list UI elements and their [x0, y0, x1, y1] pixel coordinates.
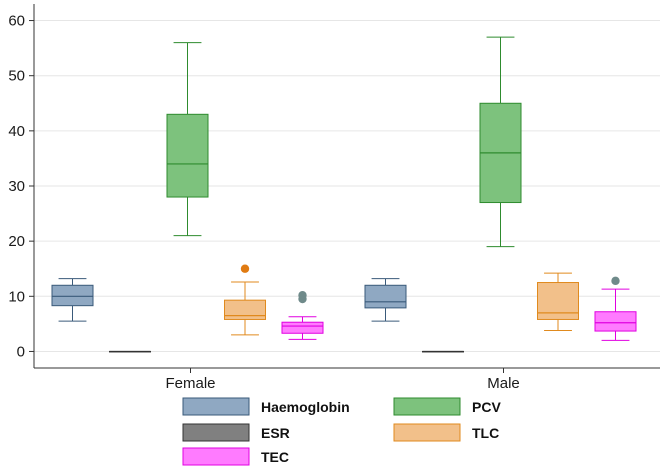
legend-swatch: [182, 423, 250, 442]
box-iqr: [364, 284, 407, 309]
legend-item-haemoglobin: Haemoglobin: [182, 397, 350, 416]
outlier-point: [240, 264, 250, 273]
legend-item-pcv: PCV: [393, 397, 501, 416]
box-iqr: [51, 284, 94, 307]
legend-swatch: [182, 397, 250, 416]
box-tec-male: [594, 276, 637, 341]
box-iqr: [594, 311, 637, 332]
y-tick-label: 40: [8, 123, 25, 140]
y-tick-label: 50: [8, 68, 25, 85]
box-iqr: [537, 282, 579, 320]
y-tick-label: 20: [8, 233, 25, 250]
y-tick-label: 0: [17, 343, 25, 360]
legend: Haemoglobin PCV ESR TLC TEC: [182, 397, 501, 466]
x-tick-label-female: Female: [165, 375, 215, 392]
box-tlc-male: [537, 272, 579, 331]
box-haemoglobin-male: [364, 278, 407, 322]
legend-swatch: [393, 397, 461, 416]
box-iqr: [224, 299, 266, 320]
box-pcv-female: [166, 42, 209, 237]
box-haemoglobin-female: [51, 278, 94, 322]
box-series: [51, 36, 637, 353]
y-tick-label: 30: [8, 178, 25, 195]
box-pcv-male: [479, 36, 522, 248]
legend-item-esr: ESR: [182, 423, 290, 442]
legend-label: TLC: [472, 425, 499, 441]
legend-label: PCV: [472, 399, 501, 415]
box-esr-female: [109, 350, 151, 353]
grid-lines: [34, 20, 660, 352]
outlier-point: [611, 276, 620, 286]
y-tick-label: 10: [8, 288, 25, 305]
box-tec-female: [281, 291, 324, 340]
legend-item-tec: TEC: [182, 447, 289, 466]
legend-swatch: [182, 447, 250, 466]
outlier-point: [298, 291, 307, 300]
legend-label: TEC: [261, 449, 289, 465]
y-tick-label: 60: [8, 13, 25, 30]
box-esr-male: [422, 350, 464, 353]
legend-item-tlc: TLC: [393, 423, 499, 442]
legend-label: Haemoglobin: [261, 399, 350, 415]
box-iqr: [281, 321, 324, 334]
axes: 0 10 20 30 40 50 60 Female Male: [8, 4, 660, 392]
legend-swatch: [393, 423, 461, 442]
box-iqr: [166, 113, 209, 198]
x-tick-label-male: Male: [487, 375, 520, 392]
legend-label: ESR: [261, 425, 290, 441]
box-tlc-female: [224, 264, 266, 336]
